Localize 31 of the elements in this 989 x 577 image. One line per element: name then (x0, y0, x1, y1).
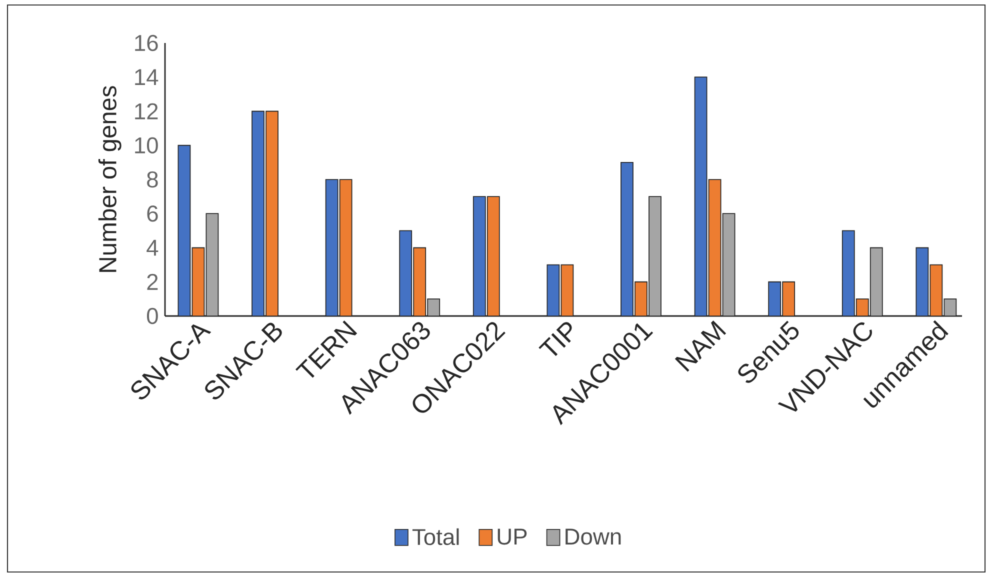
bar (930, 264, 943, 316)
bar (266, 110, 278, 316)
bar (546, 264, 560, 316)
y-tick-label: 6 (147, 206, 158, 222)
bar (252, 110, 264, 316)
y-tick-label: 16 (135, 34, 158, 52)
y-tick-label: 12 (135, 103, 158, 120)
bar (178, 144, 191, 316)
legend-label: Down (566, 528, 621, 545)
y-tick-label: 2 (147, 274, 158, 290)
bar (399, 230, 412, 316)
bar (486, 196, 500, 316)
y-axis-title: Number of genes (98, 86, 122, 272)
y-tick-label: 0 (146, 308, 158, 324)
bar (708, 179, 722, 316)
y-tick-label: 8 (147, 171, 158, 188)
bar (192, 247, 205, 316)
y-tick-label: 10 (135, 137, 158, 154)
y-tick-label: 4 (146, 240, 158, 256)
bar (916, 247, 929, 316)
bar (620, 162, 634, 316)
bar (325, 179, 338, 316)
legend-label: Total (412, 528, 459, 546)
bar (842, 230, 855, 316)
bar (560, 264, 574, 316)
legend-label: UP (498, 528, 527, 545)
bar (413, 247, 426, 316)
bar (694, 76, 708, 316)
bar (339, 179, 352, 316)
y-tick-label: 14 (135, 69, 158, 85)
bar (472, 196, 486, 316)
